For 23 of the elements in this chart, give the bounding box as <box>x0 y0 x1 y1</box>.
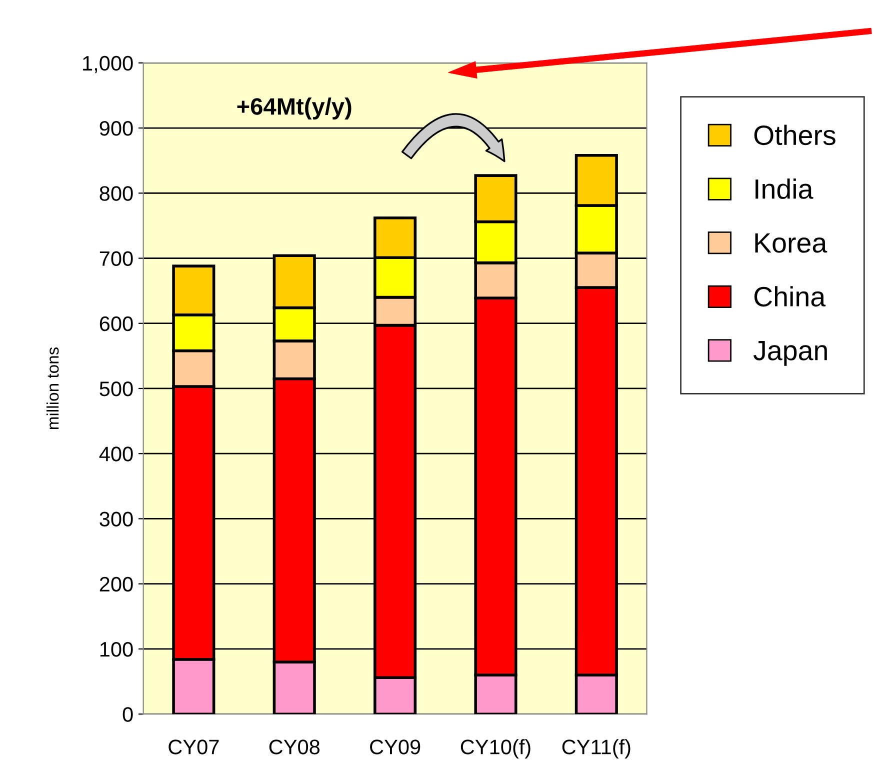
y-tick-label: 200 <box>100 576 133 592</box>
y-tick-label: 400 <box>99 446 133 462</box>
annotation: +64Mt(y/y) <box>237 97 352 120</box>
x-tick-label: CY09 <box>370 740 420 754</box>
x-tick-label: CY08 <box>269 740 320 754</box>
legend-label: India <box>756 178 814 199</box>
y-tick-label: 100 <box>100 642 133 657</box>
x-tick-label: CY07 <box>168 740 219 754</box>
y-tick-label: 900 <box>100 121 133 136</box>
x-tick-label: CY11(f) <box>562 739 630 758</box>
legend-label: Japan <box>753 341 827 366</box>
y-tick-label: 500 <box>100 381 133 396</box>
legend-label: Others <box>754 124 836 146</box>
y-axis-title: million tons <box>46 347 59 430</box>
y-tick-label: 0 <box>122 707 133 722</box>
y-tick-label: 300 <box>100 512 133 526</box>
legend-label: China <box>754 286 826 307</box>
y-tick-label: 1,000 <box>83 56 133 74</box>
y-tick-label: 700 <box>100 251 133 266</box>
legend-label: Korea <box>755 233 828 253</box>
y-tick-label: 800 <box>100 186 133 201</box>
x-tick-label: CY10(f) <box>460 739 530 758</box>
y-tick-label: 600 <box>100 316 133 332</box>
